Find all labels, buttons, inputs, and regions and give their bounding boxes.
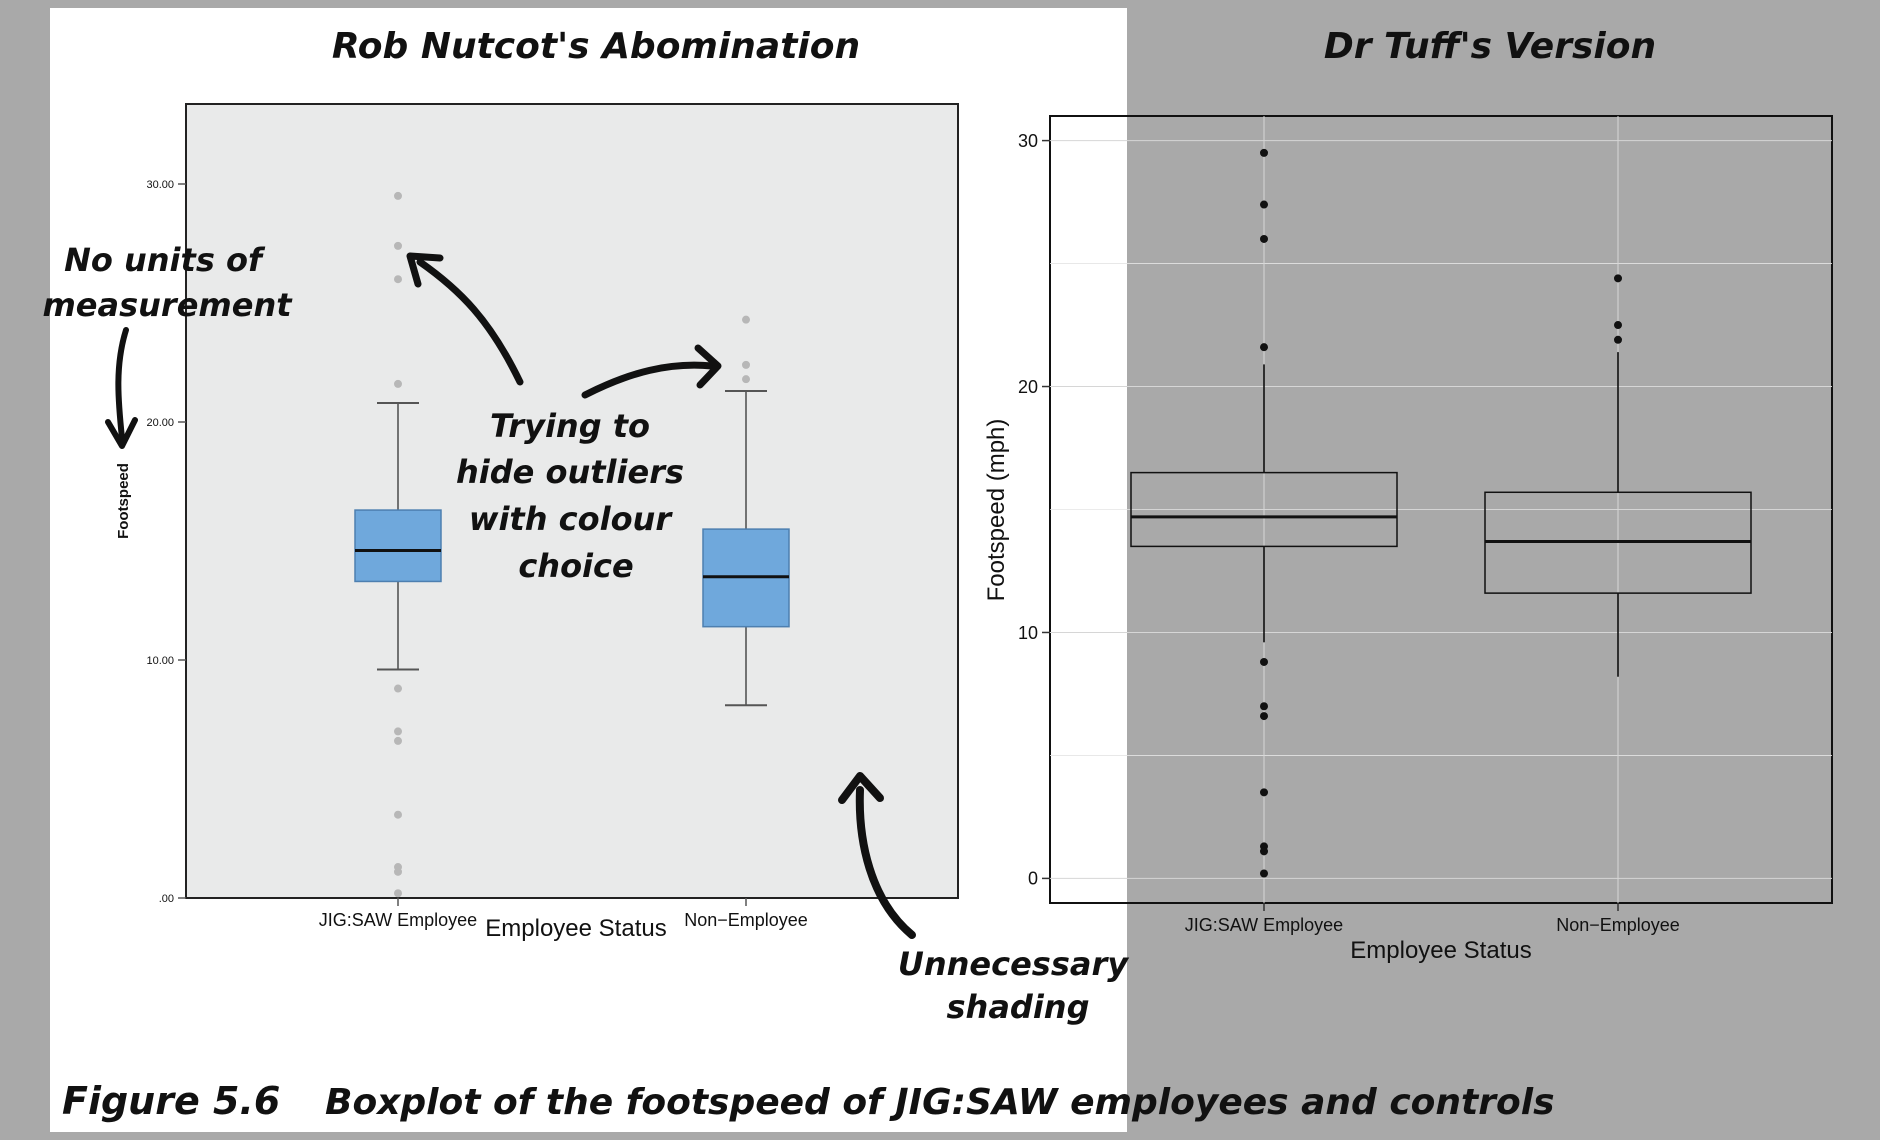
- right-outlier-point: [1260, 788, 1268, 797]
- left-outlier-point: [394, 727, 402, 736]
- left-box: [354, 509, 442, 583]
- left-outlier-point: [394, 241, 402, 250]
- arrow-to-left-outliers: [416, 258, 524, 386]
- left-outlier-point: [394, 810, 402, 819]
- left-chart-title: Rob Nutcot's Abomination: [332, 26, 860, 67]
- annotation-hide-outliers: Trying to hide outliers with colour choi…: [406, 252, 722, 585]
- left-outlier-point: [394, 736, 402, 745]
- annotation-hide-line2: hide outliers: [456, 453, 684, 491]
- right-outlier-point: [1614, 321, 1622, 330]
- right-outlier-point: [1260, 234, 1268, 243]
- figure-label: Figure 5.6: [62, 1079, 280, 1123]
- arrowhead-to-shading: [838, 772, 884, 804]
- annotation-no-units: No units of measurement: [42, 241, 293, 449]
- annotation-hide-line3: with colour: [469, 500, 673, 538]
- arrowhead-to-right-outliers: [694, 344, 722, 389]
- right-chart-title: Dr Tuff's Version: [1324, 26, 1656, 67]
- annotation-no-units-line2: measurement: [42, 286, 293, 324]
- right-x-axis-label: Employee Status: [1350, 937, 1531, 964]
- left-outlier-point: [394, 867, 402, 876]
- left-outlier-point: [394, 191, 402, 200]
- left-outlier-point: [394, 379, 402, 388]
- left-outlier-point: [394, 684, 402, 693]
- right-y-tick-label: 0: [1028, 869, 1038, 889]
- annotation-shading-line2: shading: [947, 988, 1090, 1026]
- right-y-tick-label: 20: [1018, 377, 1038, 397]
- right-outlier-point: [1260, 869, 1268, 878]
- left-y-tick-label: 30.00: [146, 179, 174, 191]
- arrowhead-to-y-label: [105, 417, 138, 449]
- right-y-axis-label: Footspeed (mph): [983, 419, 1010, 602]
- arrow-to-y-label: [115, 327, 129, 441]
- left-outlier-point: [394, 889, 402, 898]
- left-y-tick-label: .00: [159, 893, 174, 905]
- left-outlier-point: [742, 360, 750, 369]
- annotation-no-units-line1: No units of: [64, 241, 266, 279]
- arrowhead-to-left-outliers: [406, 252, 444, 288]
- left-outlier-point: [394, 275, 402, 284]
- arrow-to-right-outliers: [581, 361, 716, 399]
- right-outlier-point: [1260, 657, 1268, 666]
- left-y-tick-label: 20.00: [146, 417, 174, 429]
- right-outlier-point: [1260, 200, 1268, 209]
- right-outlier-point: [1260, 712, 1268, 721]
- left-x-axis-label: Employee Status: [485, 915, 666, 942]
- right-box: [1130, 471, 1398, 548]
- right-x-tick-label: Non−Employee: [1556, 915, 1680, 935]
- arrow-to-shading: [855, 786, 916, 939]
- right-outlier-point: [1260, 148, 1268, 157]
- left-x-tick-label: JIG:SAW Employee: [319, 910, 477, 930]
- annotation-shading: Unnecessary shading: [838, 772, 1129, 1026]
- left-x-tick-label: Non−Employee: [684, 910, 808, 930]
- right-x-tick-label: JIG:SAW Employee: [1185, 915, 1343, 935]
- right-outlier-point: [1260, 702, 1268, 711]
- left-outlier-point: [742, 375, 750, 384]
- annotation-hide-line1: Trying to: [490, 407, 650, 445]
- left-y-axis-label: Footspeed: [115, 463, 132, 539]
- annotation-hide-line4: choice: [518, 547, 633, 585]
- figure-caption: Boxplot of the footspeed of JIG:SAW empl…: [325, 1082, 1555, 1123]
- right-boxplot: 0 10 20 30 JIG:SAW Employee Non−Employee Empl…: [983, 115, 1833, 964]
- left-plot-area: [185, 103, 959, 899]
- left-y-tick-label: 10.00: [146, 655, 174, 667]
- left-boxplot: .00 10.00 20.00 30.00 JIG:SAW Employee Non−Em…: [115, 103, 959, 942]
- right-y-tick-label: 10: [1018, 623, 1038, 643]
- right-outlier-point: [1260, 343, 1268, 352]
- right-outlier-point: [1260, 847, 1268, 856]
- left-outlier-point: [742, 315, 750, 324]
- annotation-shading-line1: Unnecessary: [898, 945, 1129, 983]
- right-y-tick-label: 30: [1018, 131, 1038, 151]
- right-outlier-point: [1614, 274, 1622, 283]
- right-outlier-point: [1614, 335, 1622, 344]
